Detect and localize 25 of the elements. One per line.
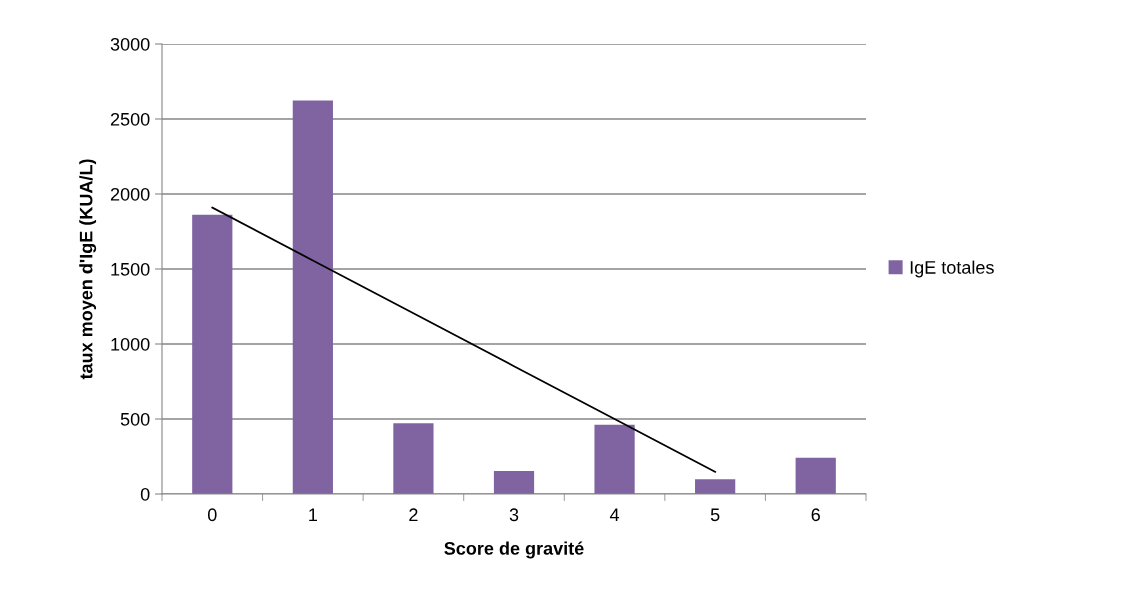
- x-tick-label: 0: [207, 508, 217, 522]
- legend-label: IgE totales: [910, 260, 994, 278]
- x-axis-title: Score de gravité: [444, 541, 584, 559]
- y-tick-label: 3000: [110, 37, 150, 51]
- bar: [393, 423, 434, 494]
- bar: [795, 457, 836, 494]
- y-tick-label: 500: [120, 412, 150, 426]
- y-tick-label: 0: [140, 487, 150, 501]
- x-tick-label: 6: [811, 508, 820, 522]
- bar: [192, 214, 233, 494]
- line-series: [211, 206, 717, 473]
- x-tick-label: 2: [409, 508, 418, 521]
- y-tick-label: 1500: [111, 262, 150, 276]
- y-tick-label: 2000: [110, 187, 150, 201]
- x-tick-label: 3: [509, 508, 519, 522]
- bar: [594, 424, 635, 494]
- bar: [493, 471, 535, 494]
- x-tick-label: 1: [309, 508, 317, 521]
- y-axis-title: taux moyen d'IgE (KUA/L): [79, 159, 97, 380]
- x-tick-label: 5: [710, 508, 720, 522]
- x-tick-label: 4: [609, 508, 620, 521]
- y-tick-label: 1000: [111, 337, 150, 351]
- y-tick-label: 2500: [110, 112, 150, 126]
- bar: [292, 100, 333, 494]
- bar: [695, 479, 736, 494]
